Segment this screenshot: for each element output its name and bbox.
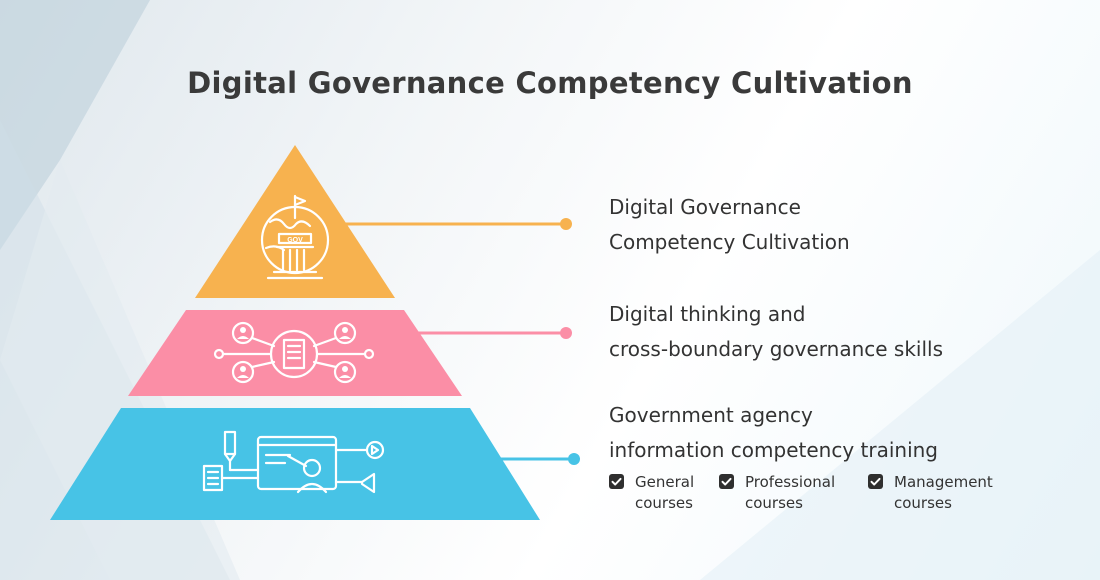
tier-label-top: Digital Governance Competency Cultivatio… — [609, 190, 850, 260]
page-title: Digital Governance Competency Cultivatio… — [187, 66, 913, 100]
connector-middle — [410, 327, 572, 339]
course-label: General — [635, 473, 695, 491]
course-label: Management — [894, 473, 993, 491]
pyramid-tier-bottom — [50, 408, 540, 520]
government-building-icon — [260, 194, 330, 280]
checkbox-checked-icon — [719, 474, 734, 489]
course-label: courses — [635, 494, 693, 512]
tier-label-line: cross-boundary governance skills — [609, 337, 944, 361]
course-label: Professional — [745, 473, 836, 491]
tier-label-line: Government agency — [609, 403, 813, 427]
connector-top — [340, 218, 572, 230]
tier-label-line: Competency Cultivation — [609, 230, 850, 254]
checkbox-checked-icon — [609, 474, 624, 489]
course-label: courses — [745, 494, 803, 512]
pyramid-tier-top — [195, 145, 395, 298]
course-label: courses — [894, 494, 952, 512]
svg-text:GOV: GOV — [287, 237, 303, 244]
checkbox-checked-icon — [868, 474, 883, 489]
training-screen-icon — [202, 430, 385, 494]
people-figures — [237, 327, 351, 378]
network-people-icon — [213, 321, 375, 384]
tier-label-line: information competency training — [609, 438, 938, 462]
tier-label-bottom: Government agency information competency… — [609, 398, 938, 468]
tier-label-line: Digital thinking and — [609, 302, 806, 326]
tier-label-line: Digital Governance — [609, 195, 801, 219]
tier-label-middle: Digital thinking and cross-boundary gove… — [609, 297, 943, 367]
